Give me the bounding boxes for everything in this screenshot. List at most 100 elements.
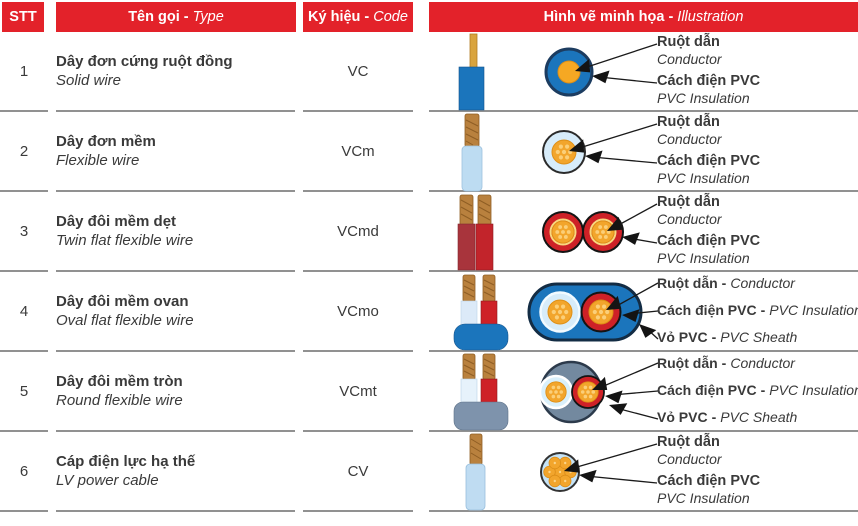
illustration-cell: Ruột dẫn - Conductor Cách điện PVC - PVC Ins… <box>429 272 858 352</box>
illustration-cell: Ruột dẫn Conductor Cách điện PVC PVC Ins… <box>429 192 858 272</box>
wire-cross-section <box>527 282 643 342</box>
label-insulation: Cách điện PVC - PVC Insulation <box>657 297 858 324</box>
label-insulation: Cách điện PVC PVC Insulation <box>657 233 760 267</box>
label-separator: - <box>760 381 766 398</box>
wire-side-view <box>458 33 485 111</box>
table-row: 6 Cáp điện lực hạ thế LV power cable CV <box>0 432 858 512</box>
row-number: 4 <box>19 302 29 320</box>
illustration-labels: Ruột dẫn Conductor Cách điện PVC PVC Ins… <box>657 432 760 508</box>
label-sheath: Vỏ PVC - PVC Sheath <box>657 324 858 351</box>
label-en: Conductor <box>657 50 722 67</box>
label-vi: Cách điện PVC <box>657 472 761 489</box>
code-cell: VCm <box>303 112 413 192</box>
row-number: 5 <box>19 382 29 400</box>
header-label-vi: Hình vẽ minh họa <box>543 9 665 25</box>
header-label-vi: Ký hiệu <box>308 9 361 25</box>
label-conductor: Ruột dẫn - Conductor <box>657 270 858 297</box>
type-name-en: Solid wire <box>56 72 122 89</box>
label-vi: Ruột dẫn <box>657 193 720 210</box>
pointer-arrows <box>598 362 659 420</box>
table-header: STT Tên gọi - Type Ký hiệu - Code Hình v… <box>0 2 858 32</box>
type-name-en: Flexible wire <box>56 152 140 169</box>
header-label-en: Illustration <box>677 9 744 25</box>
label-insulation: Cách điện PVC PVC Insulation <box>657 473 760 507</box>
name-cell: Dây đơn mềm Flexible wire <box>56 112 295 192</box>
wire-cross-section <box>542 211 624 253</box>
label-insulation: Cách điện PVC PVC Insulation <box>657 153 760 187</box>
label-vi: Cách điện PVC <box>657 301 757 318</box>
label-en: PVC Insulation <box>769 381 858 398</box>
label-vi: Vỏ PVC <box>657 408 708 425</box>
code-cell: VC <box>303 32 413 112</box>
type-name-vi: Dây đôi mềm tròn <box>56 373 183 390</box>
name-cell: Dây đôi mềm ovan Oval flat flexible wire <box>56 272 295 352</box>
header-separator: - <box>364 9 370 25</box>
name-cell: Dây đôi mềm dẹt Twin flat flexible wire <box>56 192 295 272</box>
solid-wire-illustration <box>458 33 658 111</box>
type-name-en: Twin flat flexible wire <box>56 232 194 249</box>
type-name-vi: Cáp điện lực hạ thế <box>56 453 196 470</box>
table-row: 5 Dây đôi mềm tròn Round flexible wire V… <box>0 352 858 432</box>
label-separator: - <box>721 354 727 371</box>
oval-flat-wire-illustration <box>453 274 659 351</box>
label-vi: Cách điện PVC <box>657 152 761 169</box>
pointer-arrows <box>575 123 658 164</box>
row-number-cell: 5 <box>0 352 48 432</box>
wire-side-view <box>461 113 483 192</box>
illustration-labels: Ruột dẫn Conductor Cách điện PVC PVC Ins… <box>657 192 760 268</box>
illustration-labels: Ruột dẫn - Conductor Cách điện PVC - PVC Ins… <box>657 272 858 348</box>
label-en: PVC Insulation <box>769 301 858 318</box>
row-number-cell: 1 <box>0 32 48 112</box>
header-label-vi: Tên gọi <box>128 9 180 25</box>
label-en: Conductor <box>730 274 795 291</box>
type-name-vi: Dây đơn cứng ruột đồng <box>56 53 233 70</box>
pointer-arrows <box>569 443 658 484</box>
power-cable-illustration <box>465 433 658 511</box>
row-number: 1 <box>19 62 29 80</box>
label-conductor: Ruột dẫn Conductor <box>657 194 760 228</box>
wire-side-view <box>453 274 509 351</box>
label-en: PVC Insulation <box>657 169 750 186</box>
label-vi: Ruột dẫn <box>657 113 720 130</box>
label-vi: Ruột dẫn <box>657 33 720 50</box>
type-name-en: LV power cable <box>56 472 159 489</box>
row-number: 6 <box>19 462 29 480</box>
type-name-en: Oval flat flexible wire <box>56 312 194 329</box>
type-name-vi: Dây đơn mềm <box>56 133 156 150</box>
type-name-en: Round flexible wire <box>56 392 183 409</box>
illustration-cell: Ruột dẫn Conductor Cách điện PVC PVC Ins… <box>429 432 858 512</box>
type-name-vi: Dây đôi mềm dẹt <box>56 213 177 230</box>
row-number-cell: 4 <box>0 272 48 352</box>
illustration-cell: Ruột dẫn - Conductor Cách điện PVC - PVC Ins… <box>429 352 858 432</box>
pointer-arrows <box>580 43 658 84</box>
illustration-labels: Ruột dẫn Conductor Cách điện PVC PVC Ins… <box>657 112 760 188</box>
label-en: Conductor <box>657 450 722 467</box>
header-label-en: Code <box>373 9 408 25</box>
label-vi: Ruột dẫn <box>657 274 718 291</box>
table-row: 3 Dây đôi mềm dẹt Twin flat flexible wir… <box>0 192 858 272</box>
label-en: PVC Insulation <box>657 89 750 106</box>
label-conductor: Ruột dẫn - Conductor <box>657 350 858 377</box>
wire-cross-section <box>544 47 594 97</box>
label-vi: Ruột dẫn <box>657 354 718 371</box>
header-label: STT <box>9 9 37 25</box>
table-row: 2 Dây đơn mềm Flexible wire VCm <box>0 112 858 192</box>
header-label-en: Type <box>192 9 224 25</box>
table-row: 1 Dây đơn cứng ruột đồng Solid wire VC <box>0 32 858 112</box>
label-en: PVC Sheath <box>720 328 798 345</box>
table-row: 4 Dây đôi mềm ovan Oval flat flexible wi… <box>0 272 858 352</box>
type-name-vi: Dây đôi mềm ovan <box>56 293 189 310</box>
wire-side-view <box>453 353 509 431</box>
label-vi: Ruột dẫn <box>657 433 720 450</box>
illustration-labels: Ruột dẫn - Conductor Cách điện PVC - PVC Ins… <box>657 352 858 428</box>
label-conductor: Ruột dẫn Conductor <box>657 114 760 148</box>
label-conductor: Ruột dẫn Conductor <box>657 34 760 68</box>
column-header-code: Ký hiệu - Code <box>303 2 413 32</box>
row-number-cell: 6 <box>0 432 48 512</box>
label-conductor: Ruột dẫn Conductor <box>657 434 760 468</box>
code-value: CV <box>347 462 369 480</box>
label-insulation: Cách điện PVC - PVC Insulation <box>657 377 858 404</box>
label-en: Conductor <box>730 354 795 371</box>
header-separator: - <box>668 9 674 25</box>
